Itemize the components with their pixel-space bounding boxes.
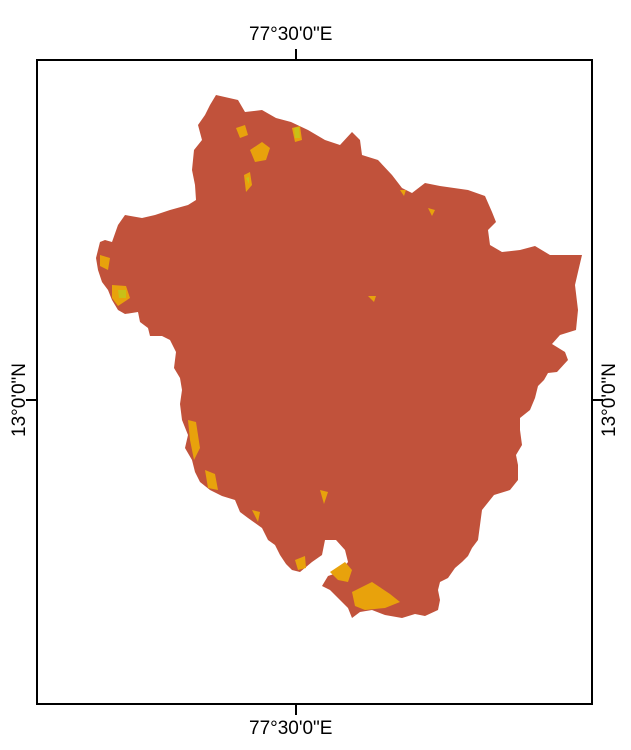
secondary-patch [368,296,376,302]
tick-left [26,399,36,401]
tick-right [593,399,603,401]
tertiary-patch [294,127,300,138]
secondary-patch [205,470,218,490]
tertiary-class-patches [118,127,300,298]
tertiary-patch [246,177,249,184]
secondary-patch [252,510,260,522]
latitude-label-right: 13°0'0"N [599,363,620,437]
region-boundary [96,95,582,618]
longitude-label-top: 77°30'0"E [249,24,333,45]
secondary-patch [295,556,306,570]
secondary-patch [400,190,406,196]
secondary-patch [188,420,200,460]
secondary-patch [330,562,352,582]
map-frame [36,59,593,705]
secondary-patch [428,208,435,216]
tertiary-patch [118,290,126,298]
tick-bottom [295,705,297,715]
secondary-patch [236,125,248,138]
tick-top [295,49,297,59]
secondary-patch [352,582,400,610]
secondary-patch [250,142,270,162]
latitude-label-left: 13°0'0"N [9,363,30,437]
longitude-label-bottom: 77°30'0"E [249,718,333,739]
secondary-patch [320,490,328,504]
secondary-patch [100,255,110,270]
